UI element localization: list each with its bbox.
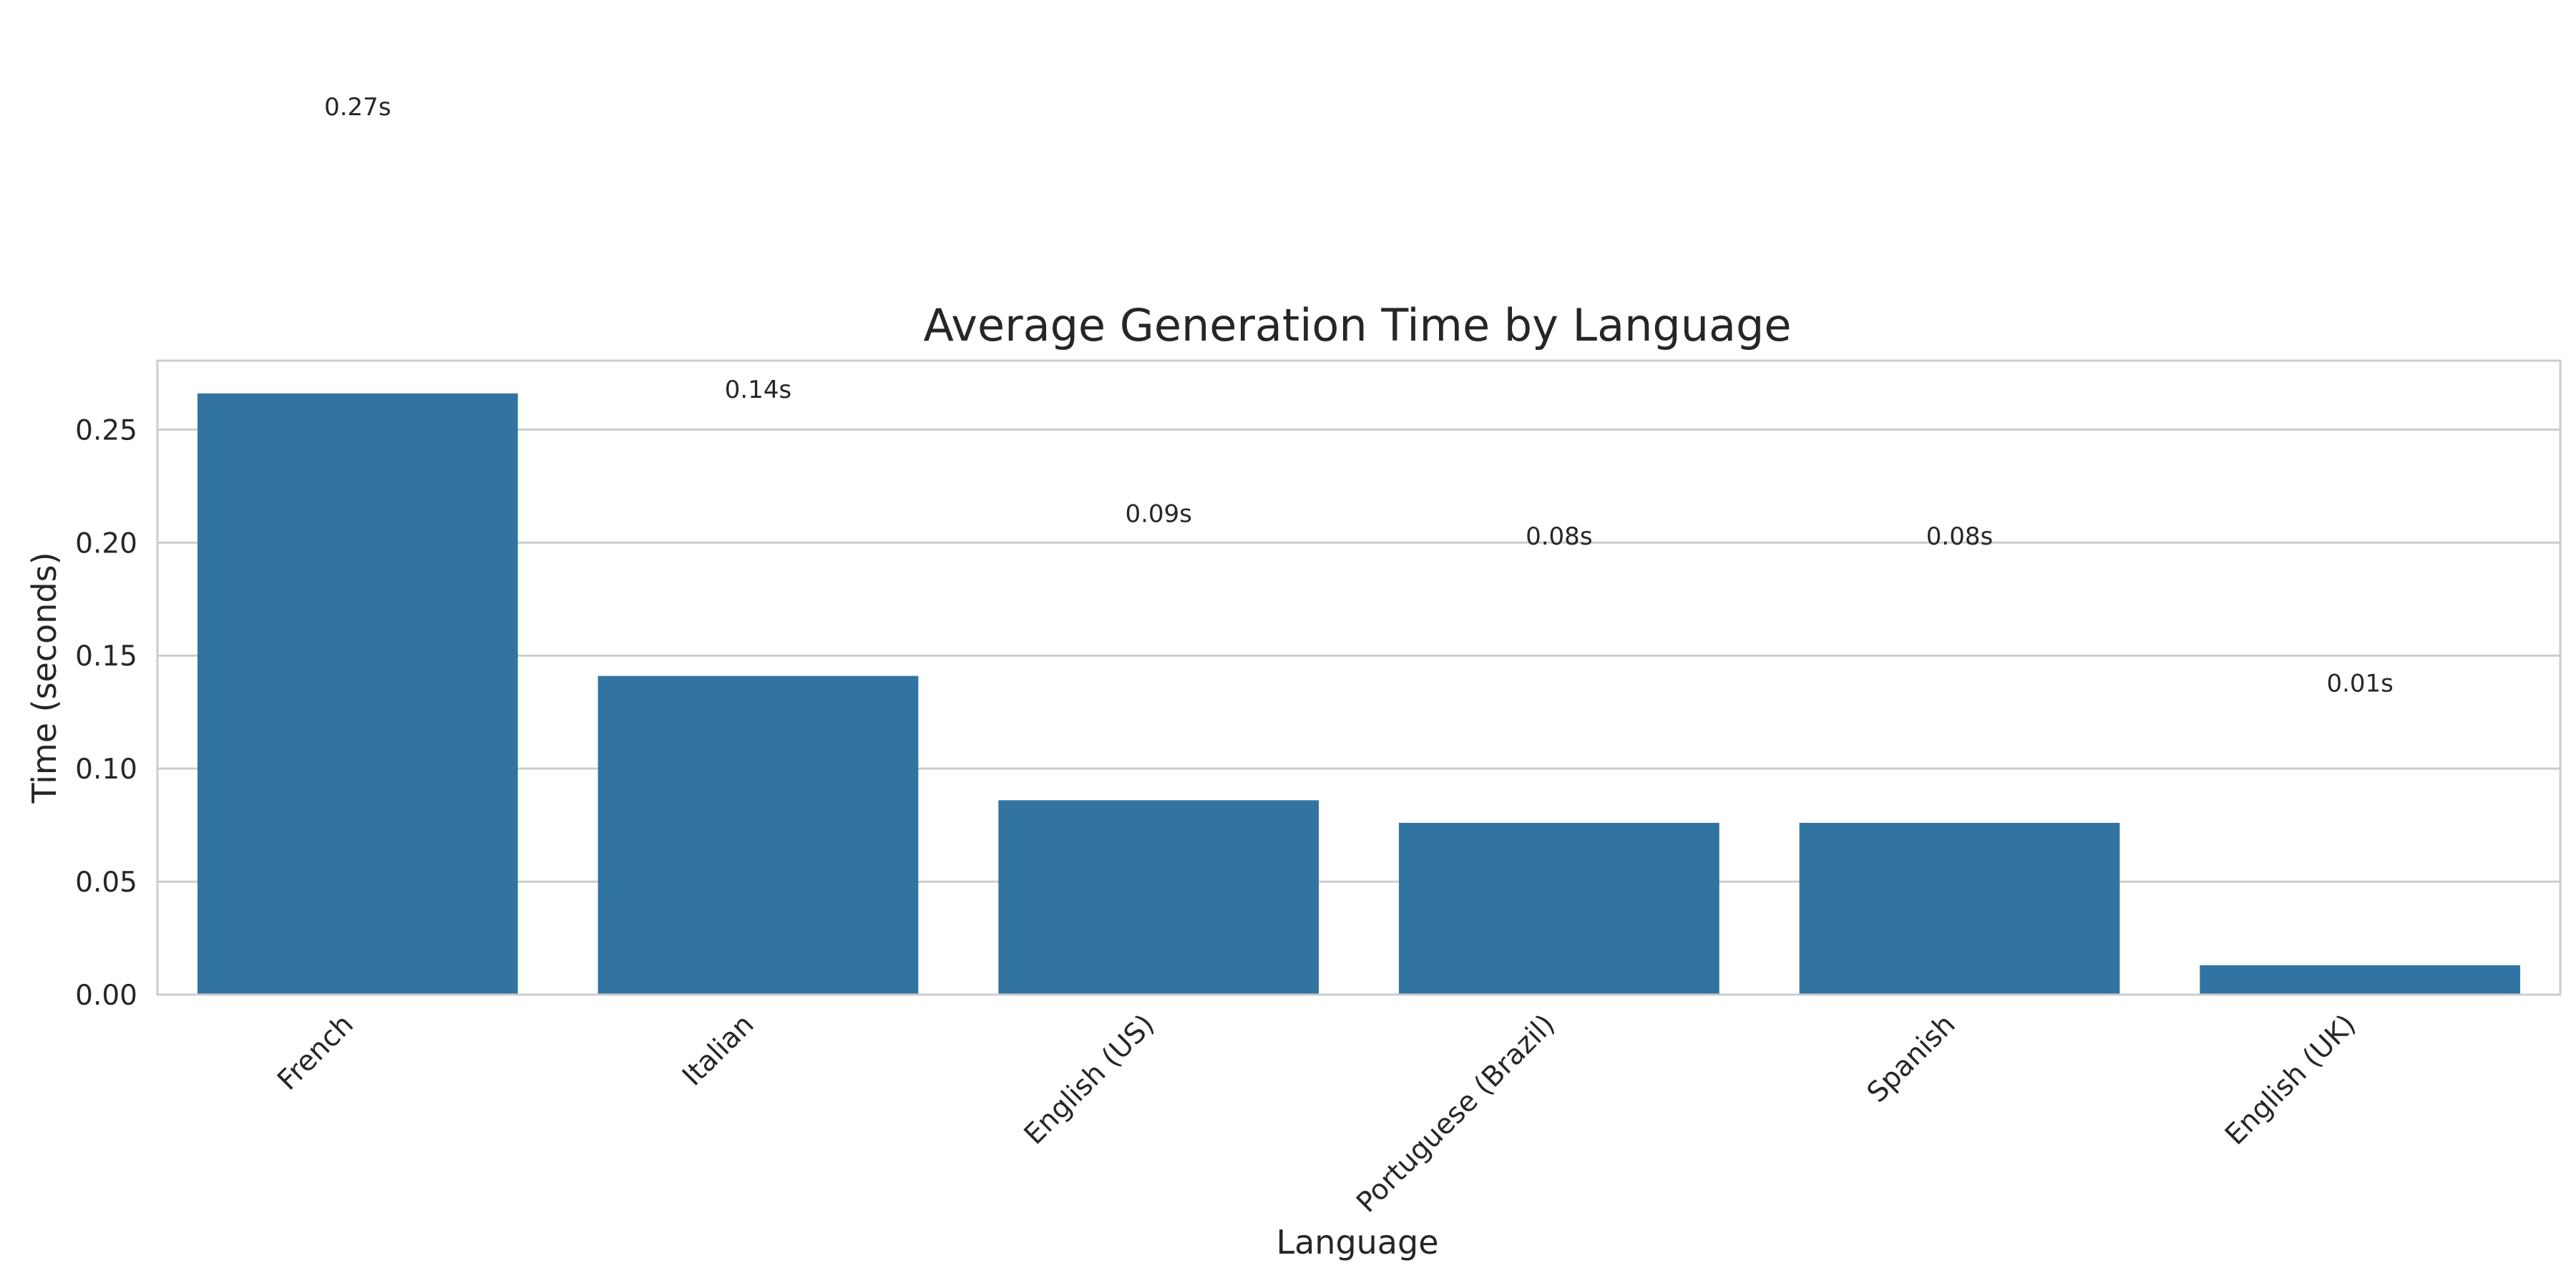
y-tick-label: 0.10 — [75, 753, 137, 786]
data-label: 0.09s — [1125, 500, 1191, 529]
x-tick-label: Italian — [676, 1008, 760, 1092]
data-labels: 0.27s 0.14s 0.09s 0.08s 0.08s 0.01s — [324, 93, 2394, 698]
y-tick-label: 0.00 — [75, 980, 137, 1012]
bar — [197, 393, 518, 995]
chart-title: Average Generation Time by Language — [923, 299, 1791, 351]
y-axis-label: Time (seconds) — [25, 552, 64, 804]
x-tick-label: Spanish — [1861, 1008, 1962, 1109]
bar — [1799, 822, 2120, 995]
bar — [998, 800, 1319, 995]
x-tick-label: English (US) — [1018, 1008, 1161, 1151]
data-label: 0.08s — [1926, 522, 1993, 551]
data-label: 0.14s — [725, 376, 791, 404]
x-tick-label: English (UK) — [2219, 1008, 2362, 1151]
data-label: 0.27s — [324, 93, 391, 122]
x-tick-label: Portuguese (Brazil) — [1350, 1008, 1561, 1219]
x-tick-labels: French Italian English (US) Portuguese (Bra… — [271, 1008, 2362, 1219]
bar — [1398, 822, 1719, 995]
y-tick-label: 0.05 — [75, 867, 137, 899]
plot-frame — [156, 359, 2562, 996]
bar — [597, 675, 919, 995]
y-tick-label: 0.25 — [75, 414, 137, 447]
y-tick-labels: 0.00 0.05 0.10 0.15 0.20 0.25 — [75, 414, 137, 1012]
bars — [197, 393, 2521, 995]
data-label: 0.01s — [2326, 669, 2393, 698]
bar — [2200, 965, 2521, 995]
y-tick-label: 0.15 — [75, 640, 137, 673]
y-tick-label: 0.20 — [75, 527, 137, 560]
x-tick-label: French — [271, 1008, 360, 1097]
x-axis-label: Language — [1276, 1223, 1438, 1262]
data-label: 0.08s — [1526, 522, 1592, 551]
